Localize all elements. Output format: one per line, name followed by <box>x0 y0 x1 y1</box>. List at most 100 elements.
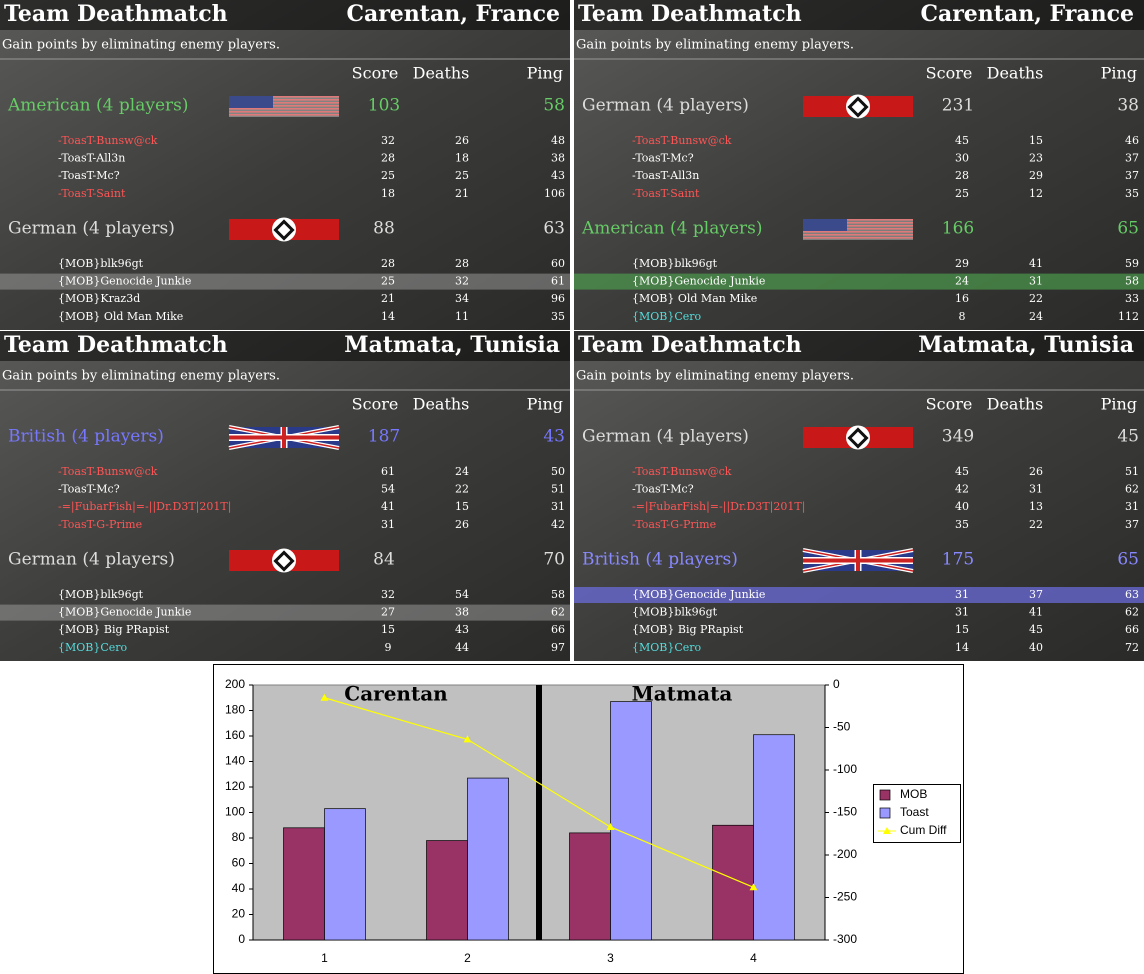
flag-stripe <box>229 111 339 113</box>
player-name: {MOB}blk96gt <box>632 606 718 619</box>
column-header: Deaths <box>413 395 470 414</box>
player-name: {MOB}Genocide Junkie <box>632 275 765 288</box>
column-header: Score <box>352 395 399 414</box>
player-score: 31 <box>955 606 969 619</box>
player-deaths: 40 <box>1029 641 1043 654</box>
player-deaths: 26 <box>1029 465 1043 478</box>
bar <box>324 808 366 941</box>
player-name: {MOB} Big PRapist <box>58 623 170 636</box>
y2-tick-label: -50 <box>833 720 851 734</box>
player-deaths: 26 <box>455 134 469 147</box>
player-ping: 62 <box>1125 483 1139 496</box>
player-name: {MOB}blk96gt <box>632 257 718 270</box>
title-bar <box>574 0 1144 30</box>
map-name: Matmata, Tunisia <box>918 332 1134 358</box>
player-ping: 42 <box>551 518 565 531</box>
y-tick-label: 0 <box>238 932 245 946</box>
player-ping: 48 <box>551 134 565 147</box>
player-score: 42 <box>955 483 969 496</box>
player-name: {MOB}Kraz3d <box>58 292 140 305</box>
map-name: Carentan, France <box>920 1 1134 27</box>
row-highlight <box>0 604 570 621</box>
player-score: 45 <box>955 465 969 478</box>
legend-label: Toast <box>900 805 929 819</box>
team-score: 349 <box>942 427 974 447</box>
player-score: 31 <box>955 588 969 601</box>
chart: 020406080100120140160180200-300-250-200-… <box>213 664 964 974</box>
player-ping: 66 <box>1125 623 1139 636</box>
flag-canton <box>229 96 273 108</box>
flag-canton <box>803 219 847 231</box>
column-header: Ping <box>527 395 563 414</box>
player-deaths: 21 <box>455 187 469 200</box>
flag-stripe <box>229 99 339 101</box>
player-score: 28 <box>381 152 395 165</box>
player-ping: 62 <box>551 606 565 619</box>
scoreboard-panel: Team Deathmatch Matmata, Tunisia Gain poin… <box>0 331 570 661</box>
flag-stripe <box>803 228 913 230</box>
row-highlight <box>574 587 1144 603</box>
column-header: Deaths <box>413 64 470 83</box>
flag-cross-red <box>803 550 913 571</box>
y-tick-label: 200 <box>225 677 245 691</box>
player-score: 15 <box>381 623 395 636</box>
flag-cross-red <box>229 427 339 448</box>
subtitle: Gain points by eliminating enemy players… <box>2 369 280 384</box>
player-ping: 106 <box>544 187 565 200</box>
team-ping: 70 <box>543 550 565 570</box>
column-header: Deaths <box>987 395 1044 414</box>
player-ping: 50 <box>551 465 565 478</box>
bar <box>610 701 652 941</box>
team-ping: 43 <box>543 427 565 447</box>
y-tick-label: 120 <box>225 779 245 793</box>
player-ping: 63 <box>1125 588 1139 601</box>
player-score: 40 <box>955 500 969 513</box>
flag-emblem <box>273 550 295 572</box>
player-score: 16 <box>955 292 969 305</box>
player-name: -ToasT-Mc? <box>632 483 694 496</box>
legend-swatch <box>879 807 891 819</box>
player-name: -ToasT-Bunsw@ck <box>632 134 732 147</box>
player-name: -ToasT-Bunsw@ck <box>632 465 732 478</box>
y-tick-label: 80 <box>232 830 246 844</box>
team-score: 88 <box>373 219 395 239</box>
flag-stripe <box>803 234 913 236</box>
team-name: German (4 players) <box>8 550 175 570</box>
player-deaths: 25 <box>455 169 469 182</box>
player-name: {MOB}blk96gt <box>58 588 144 601</box>
player-ping: 62 <box>1125 606 1139 619</box>
player-deaths: 45 <box>1029 623 1043 636</box>
player-score: 28 <box>955 169 969 182</box>
y-tick-label: 40 <box>232 881 246 895</box>
player-deaths: 34 <box>455 292 469 305</box>
team-name: British (4 players) <box>8 427 164 447</box>
player-ping: 59 <box>1125 257 1139 270</box>
team-ping: 65 <box>1117 550 1139 570</box>
player-deaths: 22 <box>455 483 469 496</box>
y-tick-label: 100 <box>225 805 245 819</box>
scoreboard-panel: Team Deathmatch Carentan, France Gain poin… <box>574 0 1144 330</box>
team-name: British (4 players) <box>582 550 738 570</box>
line-marker <box>463 735 472 743</box>
map-name: Matmata, Tunisia <box>344 332 560 358</box>
player-name: -ToasT-Saint <box>58 187 126 200</box>
team-score: 187 <box>368 427 400 447</box>
flag-disc <box>272 548 296 573</box>
y2-tick-label: -150 <box>833 805 857 819</box>
player-deaths: 54 <box>455 588 469 601</box>
player-deaths: 18 <box>455 152 469 165</box>
team-name: American (4 players) <box>7 96 188 116</box>
player-name: -ToasT-G-Prime <box>58 518 142 531</box>
player-deaths: 22 <box>1029 518 1043 531</box>
scoreboard-panel: Team Deathmatch Matmata, Tunisia Gain poin… <box>574 331 1144 661</box>
flag-stripe <box>803 222 913 224</box>
team-score: 103 <box>368 96 400 116</box>
player-ping: 112 <box>1118 310 1139 323</box>
player-ping: 51 <box>1125 465 1139 478</box>
player-name: {MOB}Genocide Junkie <box>58 275 191 288</box>
player-score: 27 <box>381 606 395 619</box>
legend-swatch <box>879 789 891 801</box>
team-ping: 58 <box>543 96 565 116</box>
player-score: 45 <box>955 134 969 147</box>
player-deaths: 24 <box>455 465 469 478</box>
